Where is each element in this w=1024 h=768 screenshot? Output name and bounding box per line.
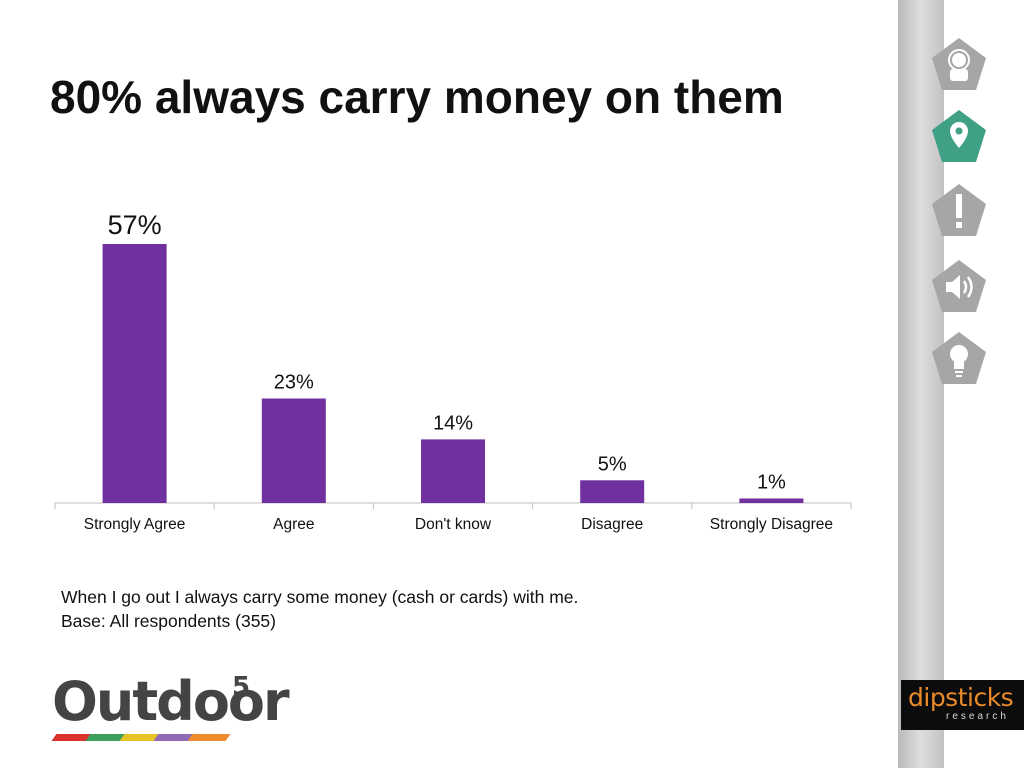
person-icon[interactable] <box>929 36 989 92</box>
category-label: Strongly Agree <box>84 516 186 533</box>
category-label: Strongly Disagree <box>710 516 833 533</box>
caption-base: Base: All respondents (355) <box>61 611 276 631</box>
data-label: 57% <box>108 210 162 240</box>
data-label: 1% <box>757 471 786 493</box>
data-label: 14% <box>433 412 473 434</box>
bar <box>102 244 167 503</box>
exclamation-icon[interactable] <box>929 182 989 238</box>
outdoor5-wordmark: Outdoor <box>52 670 290 733</box>
slide-title: 80% always carry money on them <box>50 71 784 123</box>
location-pin-icon[interactable] <box>929 108 989 164</box>
data-label: 5% <box>598 453 627 475</box>
lightbulb-icon[interactable] <box>929 330 989 386</box>
category-label: Disagree <box>581 516 643 533</box>
caption: When I go out I always carry some money … <box>61 585 578 633</box>
bar-chart: 57% Strongly Agree 23% Agree 14% Don't know 5%… <box>54 210 852 533</box>
speaker-icon[interactable] <box>929 258 989 314</box>
bar <box>261 398 326 503</box>
outdoor5-superscript: 5 <box>232 672 251 702</box>
bar <box>421 439 485 503</box>
dipsticks-subtitle: research <box>946 711 1009 722</box>
category-label: Agree <box>273 516 314 533</box>
dipsticks-logo: dipsticks research <box>901 680 1024 730</box>
outdoor5-color-stripes <box>51 734 231 741</box>
outdoor5-logo: Outdoor 5 <box>51 670 290 746</box>
dipsticks-wordmark: dipsticks <box>908 683 1014 712</box>
bar <box>739 498 804 503</box>
bar <box>580 480 645 503</box>
caption-question: When I go out I always carry some money … <box>61 587 579 607</box>
category-label: Don't know <box>415 516 492 533</box>
data-label: 23% <box>274 371 314 393</box>
